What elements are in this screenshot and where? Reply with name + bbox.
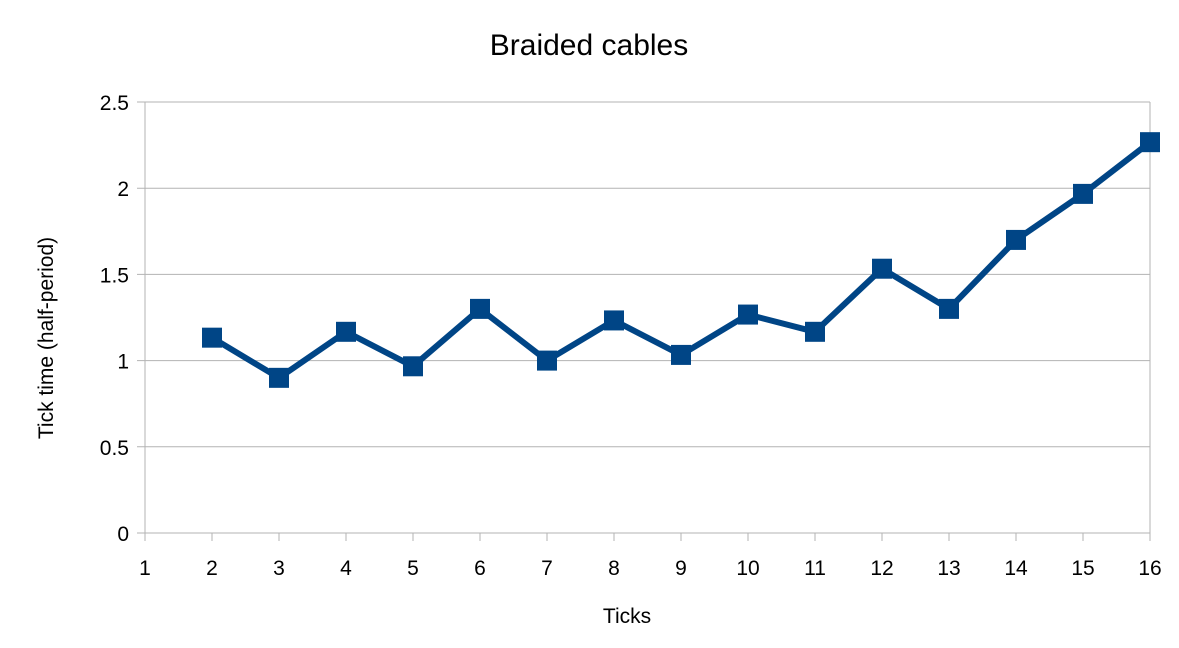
data-point-marker bbox=[269, 367, 289, 388]
data-point-marker bbox=[872, 258, 892, 279]
x-tick-label: 15 bbox=[1071, 557, 1094, 580]
y-axis-label: Tick time (half-period) bbox=[35, 237, 58, 439]
data-point-marker bbox=[202, 327, 222, 348]
x-tick-label: 10 bbox=[736, 557, 759, 580]
x-tick-label: 5 bbox=[407, 557, 419, 580]
y-tick-label: 0 bbox=[117, 523, 129, 546]
x-axis-label: Ticks bbox=[603, 605, 651, 628]
y-tick-label: 1 bbox=[117, 351, 129, 374]
data-point-marker bbox=[336, 321, 356, 342]
x-tick-label: 8 bbox=[608, 557, 620, 580]
x-tick-label: 11 bbox=[804, 557, 826, 580]
y-tick-label: 0.5 bbox=[100, 437, 129, 460]
x-tick-label: 4 bbox=[340, 557, 352, 580]
series-line bbox=[210, 139, 1152, 381]
x-tick-label: 9 bbox=[675, 557, 687, 580]
x-tick-label: 3 bbox=[273, 557, 285, 580]
x-tick-label: 12 bbox=[870, 557, 893, 580]
data-point-marker bbox=[939, 298, 959, 319]
x-tick-label: 14 bbox=[1004, 557, 1028, 580]
data-point-marker bbox=[1073, 183, 1093, 204]
x-tick-label: 7 bbox=[541, 557, 553, 580]
data-point-marker bbox=[403, 356, 423, 377]
data-point-marker bbox=[671, 344, 691, 365]
x-tick-label: 1 bbox=[139, 557, 151, 580]
y-tick-label: 2 bbox=[117, 178, 129, 201]
x-tick-label: 6 bbox=[474, 557, 486, 580]
x-tick-label: 13 bbox=[937, 557, 960, 580]
data-point-marker bbox=[805, 321, 825, 342]
x-tick-label: 16 bbox=[1138, 557, 1161, 580]
y-tick-label: 2.5 bbox=[100, 92, 129, 115]
data-point-marker bbox=[738, 304, 758, 325]
x-tick-label: 2 bbox=[206, 557, 218, 580]
y-tick-label: 1.5 bbox=[100, 264, 129, 287]
data-point-marker bbox=[1006, 229, 1026, 250]
chart-title: Braided cables bbox=[490, 29, 688, 62]
data-point-marker bbox=[604, 310, 624, 331]
data-point-marker bbox=[1140, 132, 1160, 153]
data-point-marker bbox=[537, 350, 557, 371]
data-point-marker bbox=[470, 298, 490, 319]
